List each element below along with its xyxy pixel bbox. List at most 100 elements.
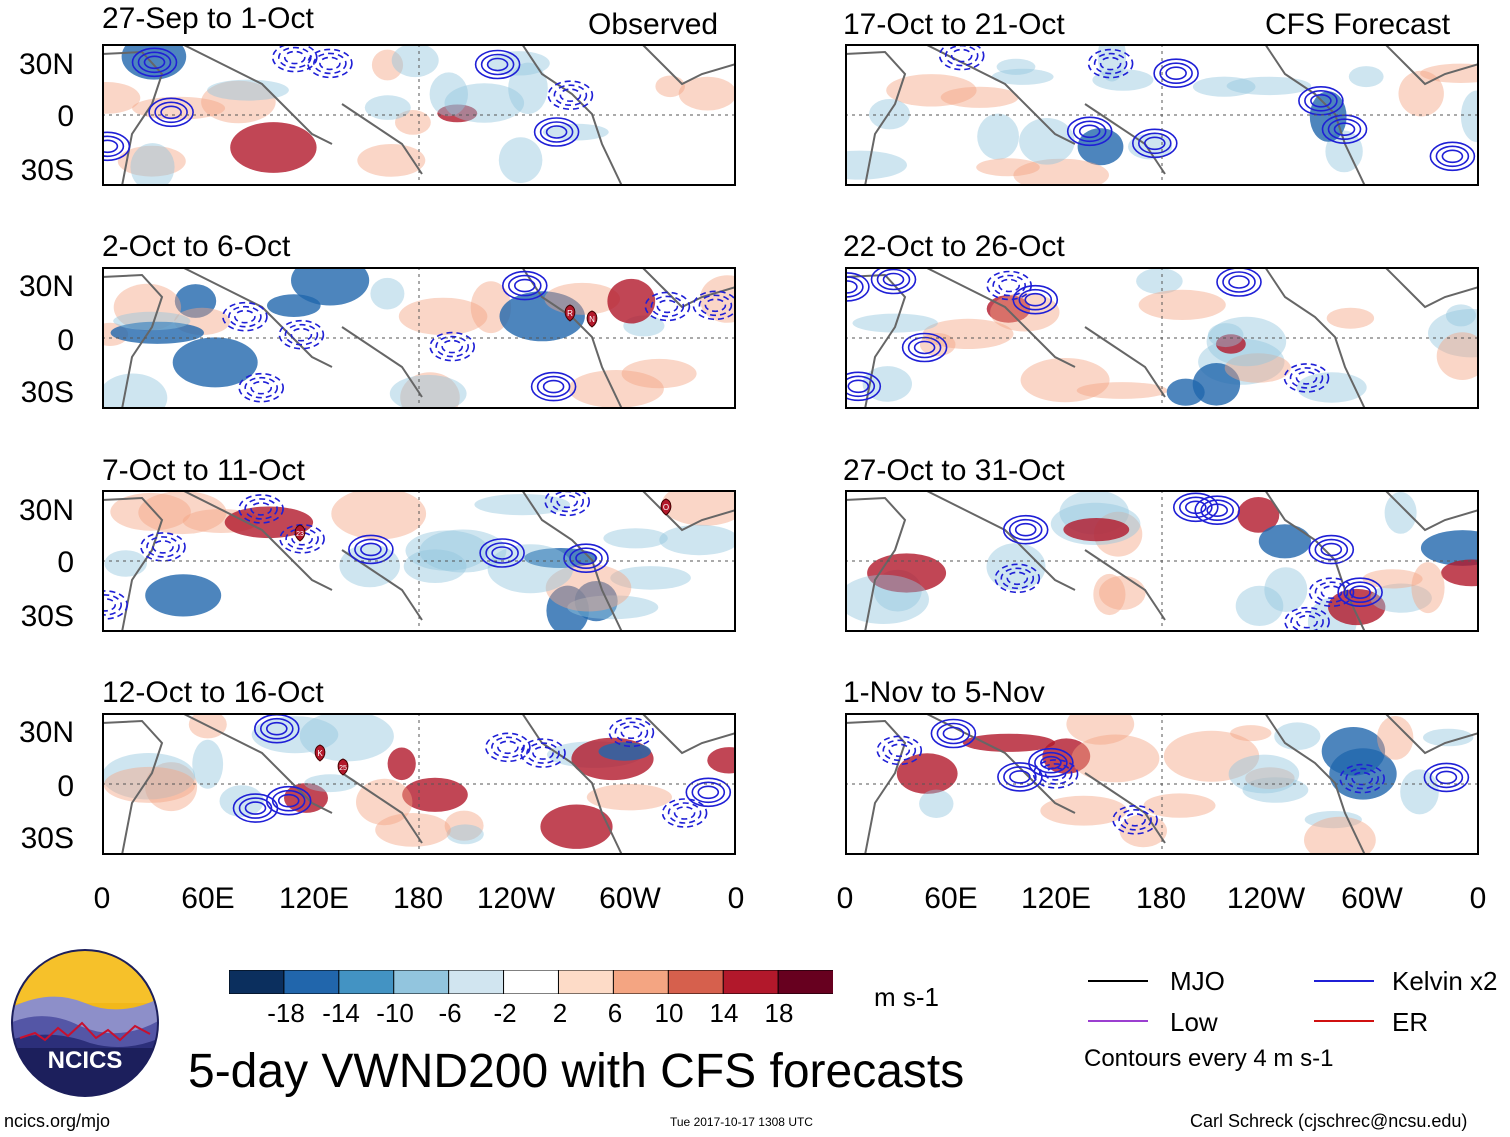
legend-label: Low	[1170, 1007, 1218, 1037]
kelvin-contour	[152, 540, 174, 554]
anomaly-blob	[1224, 353, 1291, 383]
anomaly-blob	[1119, 814, 1167, 848]
anomaly-blob	[1136, 268, 1183, 294]
anomaly-blob	[398, 297, 488, 336]
colorbar-swatch	[338, 969, 395, 995]
colorbar-swatch	[557, 969, 615, 995]
kelvin-contour	[569, 547, 603, 569]
anomaly-blob	[598, 742, 651, 761]
kelvin-contour	[1310, 93, 1332, 108]
anomaly-blob	[103, 766, 196, 803]
kelvin-contour	[692, 290, 736, 321]
map-panel-1nov	[845, 713, 1479, 855]
colorbar-tick: 10	[654, 998, 684, 1028]
anomaly-blob	[976, 158, 1040, 177]
colorbar-swatch	[612, 969, 670, 995]
kelvin-contour	[1228, 275, 1250, 289]
kelvin-contour	[1194, 495, 1241, 526]
footer-url[interactable]: ncics.org/mjo	[4, 1111, 111, 1131]
colorbar-swatch	[393, 969, 450, 995]
map-panel-27oct	[845, 490, 1479, 632]
kelvin-contour	[1308, 534, 1355, 565]
anomaly-blob	[1296, 372, 1367, 403]
anomaly-blob	[1309, 91, 1347, 142]
anomaly-blob	[104, 550, 147, 577]
anomaly-blob	[110, 492, 191, 531]
kelvin-contour	[1423, 762, 1470, 793]
anomaly-blob	[852, 313, 938, 333]
colorbar-swatch	[448, 969, 505, 995]
legend-note: Contours every 4 m s-1	[1084, 1045, 1334, 1072]
kelvin-contour	[1200, 499, 1235, 522]
anomaly-blob	[138, 491, 227, 535]
kelvin-contour	[307, 48, 353, 79]
ncics-logo: NCICS	[10, 948, 160, 1103]
anomaly-blob	[1063, 518, 1130, 542]
lon-label: 60W	[1341, 882, 1403, 915]
kelvin-contour	[614, 721, 649, 744]
kelvin-contour	[1032, 759, 1079, 789]
map-panel-2oct	[102, 267, 736, 409]
kelvin-contour	[313, 52, 347, 75]
anomaly-blob	[304, 774, 357, 793]
kelvin-contour	[1112, 805, 1158, 835]
anomaly-blob	[102, 753, 196, 800]
anomaly-blob	[487, 544, 574, 594]
anomaly-blob	[1235, 585, 1284, 626]
coastline	[102, 496, 164, 632]
kelvin-contour	[998, 278, 1020, 293]
coastline	[1264, 267, 1366, 409]
kelvin-contour	[536, 375, 571, 398]
legend-label: Kelvin x2	[1392, 966, 1498, 996]
kelvin-contour	[876, 268, 911, 291]
anomaly-blob	[1445, 304, 1476, 327]
lat-label: 30S	[20, 154, 74, 187]
kelvin-contour	[667, 802, 702, 824]
anomaly-blob	[1192, 363, 1241, 406]
kelvin-contour	[847, 379, 870, 394]
anomaly-blob	[574, 581, 618, 622]
coastline	[924, 44, 1076, 145]
svg-text:K: K	[317, 749, 323, 758]
panel-title: 22-Oct to 26-Oct	[843, 230, 1065, 263]
kelvin-contour	[530, 371, 577, 402]
colorbar-swatch	[667, 969, 725, 995]
anomaly-blob	[357, 144, 426, 177]
kelvin-contour	[479, 538, 525, 568]
kelvin-contour	[704, 298, 727, 313]
anomaly-blob	[1258, 524, 1311, 559]
anomaly-blob	[1013, 158, 1109, 186]
anomaly-blob	[862, 366, 912, 402]
kelvin-contour	[222, 301, 268, 332]
anomaly-blob	[1328, 588, 1386, 626]
coastline	[521, 713, 623, 855]
anomaly-blob	[444, 83, 525, 123]
panel-title: 1-Nov to 5-Nov	[843, 676, 1045, 709]
kelvin-contour	[547, 80, 594, 111]
anomaly-blob	[607, 278, 656, 324]
kelvin-contour	[644, 291, 691, 322]
panel-title: 27-Oct to 31-Oct	[843, 454, 1065, 487]
kelvin-contour	[1429, 766, 1464, 789]
lon-label: 0	[727, 882, 745, 915]
anomaly-blob	[1264, 567, 1308, 612]
legend-label: ER	[1392, 1007, 1429, 1037]
kelvin-contour	[1165, 66, 1187, 81]
anomaly-blob	[991, 68, 1054, 85]
anomaly-blob	[1216, 334, 1246, 354]
kelvin-contour	[513, 278, 536, 293]
kelvin-contour	[238, 372, 284, 403]
coastline	[1264, 44, 1366, 186]
kelvin-contour	[1343, 581, 1377, 603]
coastline	[924, 713, 1076, 814]
kelvin-contour	[348, 534, 394, 565]
kelvin-contour	[143, 55, 166, 70]
kelvin-contour	[539, 121, 574, 143]
kelvin-contour	[1034, 751, 1068, 774]
kelvin-contour	[1435, 145, 1470, 168]
anomaly-blob	[603, 528, 668, 549]
lon-label: 60E	[181, 882, 235, 915]
kelvin-contour	[1178, 496, 1213, 519]
kelvin-contour	[1206, 503, 1229, 518]
kelvin-contour	[154, 101, 188, 124]
